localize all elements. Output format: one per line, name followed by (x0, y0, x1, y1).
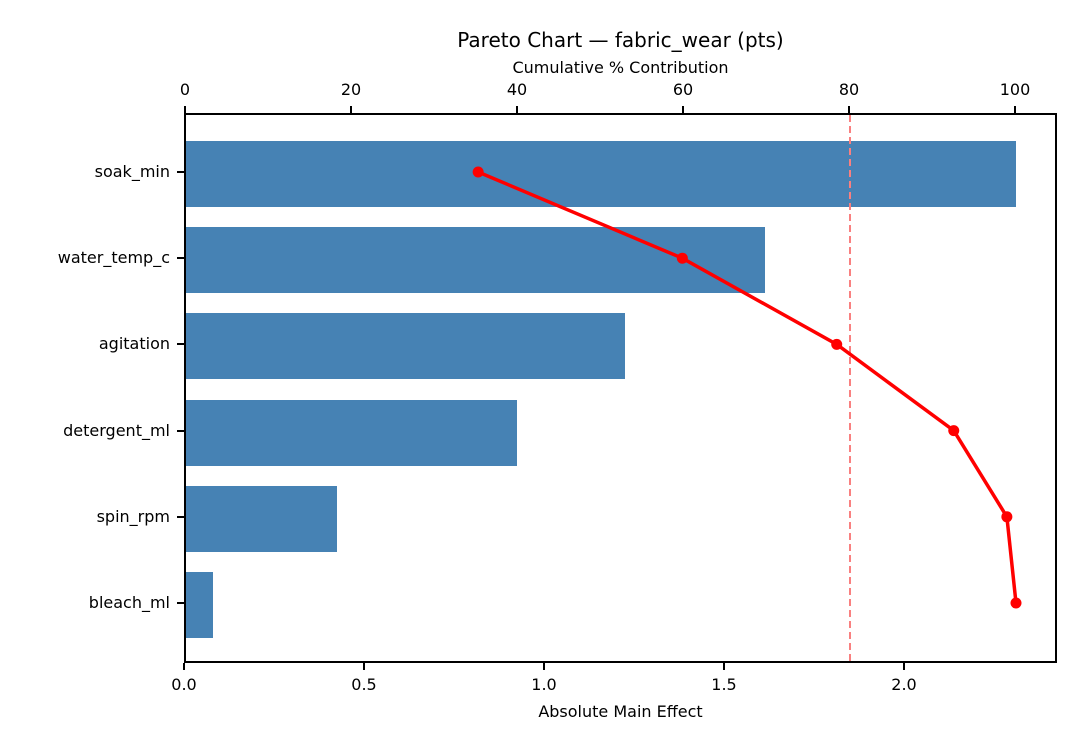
bar-water_temp_c (186, 227, 765, 294)
cumulative-point-agitation (831, 338, 843, 350)
category-label-spin_rpm: spin_rpm (96, 506, 170, 526)
bottom-tick (183, 663, 185, 670)
category-label-bleach_ml: bleach_ml (88, 593, 170, 612)
cumulative-line-layer (472, 115, 1022, 661)
bar-bleach_ml (186, 572, 213, 638)
bottom-tick-label: 1.5 (711, 675, 737, 694)
plot-area (184, 113, 1057, 663)
category-label-soak_min: soak_min (94, 162, 170, 181)
bottom-tick-label: 0.0 (171, 675, 197, 694)
top-axis-label: Cumulative % Contribution (512, 58, 729, 77)
cumulative-point-water_temp_c (676, 252, 688, 264)
chart-title: Pareto Chart — fabric_wear (pts) (457, 28, 784, 52)
cumulative-point-soak_min (472, 166, 484, 178)
top-tick (682, 106, 684, 113)
top-tick (350, 106, 352, 113)
bar-spin_rpm (186, 485, 337, 552)
top-tick (184, 106, 186, 113)
bottom-tick-label: 0.5 (351, 675, 377, 694)
cumulative-point-spin_rpm (1001, 511, 1013, 523)
category-label-detergent_ml: detergent_ml (63, 420, 170, 440)
cumulative-line (477, 170, 1018, 604)
bottom-axis-label: Absolute Main Effect (538, 702, 703, 721)
bar-agitation (186, 313, 625, 380)
category-label-agitation: agitation (98, 334, 170, 354)
top-tick-label: 40 (506, 80, 528, 99)
bottom-tick (543, 663, 545, 670)
top-tick (1014, 106, 1016, 113)
cumulative-point-bleach_ml (1010, 597, 1022, 609)
left-tick (177, 171, 184, 173)
bottom-tick-label: 1.0 (531, 675, 557, 694)
bar-detergent_ml (186, 399, 517, 466)
left-tick (177, 257, 184, 260)
bottom-tick (903, 663, 905, 670)
bottom-tick (363, 663, 365, 670)
bar-soak_min (186, 141, 1017, 207)
cumulative-point-detergent_ml (948, 425, 960, 437)
left-tick (177, 602, 184, 604)
top-tick-label: 60 (672, 80, 694, 99)
top-tick-label: 0 (179, 80, 191, 99)
top-tick-label: 100 (999, 80, 1031, 99)
left-tick (177, 343, 184, 346)
top-tick-label: 20 (340, 80, 362, 99)
bottom-tick-label: 2.0 (891, 675, 917, 694)
top-tick (516, 106, 518, 113)
bottom-tick (723, 663, 725, 670)
top-tick (848, 106, 850, 113)
left-tick (177, 429, 184, 432)
top-tick-label: 80 (838, 80, 860, 99)
left-tick (177, 515, 184, 518)
category-label-water_temp_c: water_temp_c (57, 248, 170, 268)
